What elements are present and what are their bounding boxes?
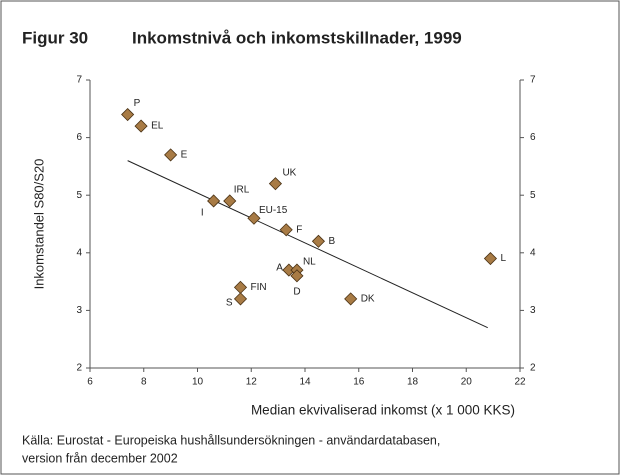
marker bbox=[134, 119, 148, 133]
x-tick-label: 22 bbox=[514, 377, 526, 388]
point-label: S bbox=[226, 298, 233, 309]
x-tick-label: 6 bbox=[87, 377, 93, 388]
chart-title: Inkomstnivå och inkomstskillnader, 1999 bbox=[132, 28, 462, 47]
trendline bbox=[127, 160, 488, 329]
point-label: D bbox=[293, 286, 300, 297]
y-tick-label: 4 bbox=[76, 247, 82, 258]
point-label: FIN bbox=[251, 282, 267, 293]
y-tick-label: 7 bbox=[76, 75, 82, 86]
point-label: EU-15 bbox=[259, 205, 288, 216]
y2-tick-label: 7 bbox=[530, 75, 536, 86]
marker bbox=[279, 223, 293, 237]
x-axis-label: Median ekvivaliserad inkomst (x 1 000 KK… bbox=[251, 403, 515, 418]
point-label: I bbox=[201, 208, 204, 219]
marker bbox=[233, 292, 248, 306]
y2-tick-label: 3 bbox=[530, 305, 536, 316]
marker bbox=[483, 251, 498, 266]
x-tick-label: 18 bbox=[407, 377, 419, 388]
point-label: UK bbox=[282, 167, 296, 178]
marker bbox=[268, 177, 283, 191]
y2-tick-label: 2 bbox=[530, 363, 536, 374]
point-label: DK bbox=[361, 294, 375, 305]
x-tick-label: 16 bbox=[353, 377, 365, 388]
y-tick-label: 3 bbox=[76, 305, 82, 316]
marker bbox=[223, 194, 237, 208]
point-label: A bbox=[276, 263, 283, 274]
y-tick-label: 5 bbox=[76, 190, 82, 201]
x-tick-label: 10 bbox=[192, 377, 204, 388]
y2-tick-label: 5 bbox=[530, 190, 536, 201]
marker bbox=[247, 211, 261, 225]
point-label: F bbox=[296, 224, 302, 235]
point-label: NL bbox=[303, 257, 316, 268]
marker bbox=[311, 234, 326, 248]
y-tick-label: 6 bbox=[76, 132, 82, 143]
point-label: E bbox=[181, 150, 188, 161]
point-label: P bbox=[134, 98, 141, 109]
point-label: L bbox=[500, 253, 506, 264]
figure-label: Figur 30 bbox=[22, 28, 88, 47]
marker bbox=[344, 292, 358, 306]
x-tick-label: 20 bbox=[461, 377, 473, 388]
y2-tick-label: 6 bbox=[530, 132, 536, 143]
y2-tick-label: 4 bbox=[530, 247, 536, 258]
source-line: version från december 2002 bbox=[22, 451, 178, 465]
marker bbox=[290, 269, 304, 283]
x-tick-label: 14 bbox=[299, 377, 311, 388]
y-axis-label: Inkomstandel S80/S20 bbox=[31, 159, 46, 290]
point-label: EL bbox=[151, 121, 164, 132]
marker bbox=[207, 194, 221, 208]
point-label: B bbox=[328, 236, 335, 247]
y-tick-label: 2 bbox=[76, 363, 82, 374]
marker bbox=[164, 148, 178, 162]
x-tick-label: 8 bbox=[141, 377, 147, 388]
point-label: IRL bbox=[234, 185, 250, 196]
x-tick-label: 12 bbox=[246, 377, 258, 388]
source-line: Källa: Eurostat - Europeiska hushållsund… bbox=[22, 433, 440, 447]
marker bbox=[121, 107, 135, 122]
